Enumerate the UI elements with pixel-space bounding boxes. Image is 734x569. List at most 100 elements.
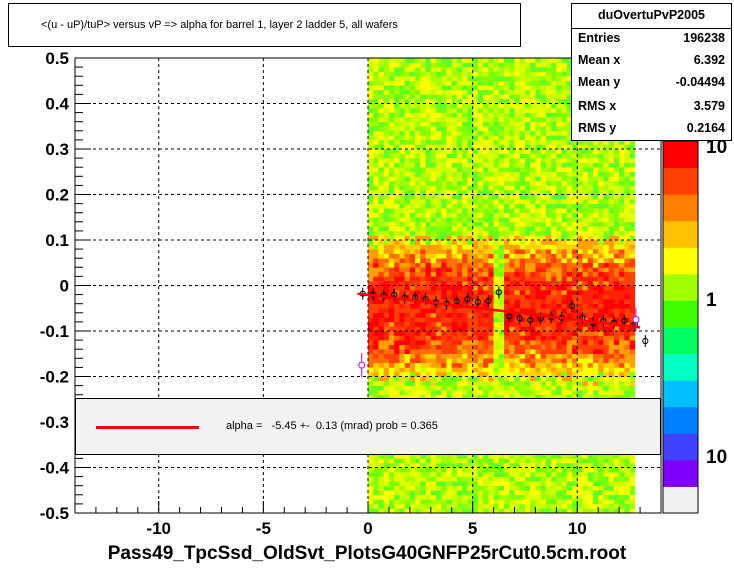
heatmap-cell	[420, 481, 426, 486]
heatmap-cell	[566, 176, 573, 182]
heatmap-cell	[514, 503, 521, 509]
heatmap-cell	[462, 390, 468, 395]
heatmap-cell	[509, 353, 515, 359]
heatmap-cell	[436, 80, 442, 86]
heatmap-cell	[608, 390, 615, 395]
heatmap-cell	[409, 262, 416, 268]
heatmap-cell	[467, 508, 473, 514]
heatmap-cell	[598, 262, 604, 268]
heatmap-cell	[598, 503, 604, 509]
heatmap-cell	[613, 299, 620, 304]
heatmap-cell	[545, 176, 552, 182]
heatmap-cell	[451, 149, 458, 154]
heatmap-cell	[483, 221, 489, 227]
heatmap-cell	[514, 321, 521, 327]
heatmap-cell	[530, 139, 536, 145]
heatmap-cell	[409, 212, 416, 218]
heatmap-cell	[524, 385, 531, 391]
heatmap-cell	[383, 221, 390, 227]
heatmap-cell	[493, 271, 500, 277]
heatmap-cell	[551, 130, 557, 136]
heatmap-cell	[545, 349, 552, 355]
heatmap-cell	[519, 158, 526, 163]
heatmap-cell	[388, 194, 395, 200]
heatmap-cell	[378, 340, 384, 345]
heatmap-cell	[456, 244, 463, 250]
heatmap-cell	[540, 344, 547, 350]
heatmap-cell	[415, 312, 421, 318]
heatmap-cell	[373, 171, 379, 177]
heatmap-cell	[592, 217, 599, 223]
heatmap-cell	[378, 381, 384, 386]
heatmap-cell	[514, 98, 521, 104]
heatmap-cell	[561, 89, 568, 95]
heatmap-cell	[409, 226, 416, 232]
heatmap-cell	[535, 203, 541, 209]
heatmap-cell	[394, 494, 400, 500]
heatmap-cell	[577, 258, 583, 264]
heatmap-cell	[509, 98, 515, 104]
heatmap-cell	[488, 381, 494, 386]
heatmap-cell	[399, 98, 405, 104]
heatmap-cell	[545, 303, 552, 309]
heatmap-cell	[394, 139, 400, 145]
heatmap-cell	[456, 249, 463, 254]
heatmap-cell	[535, 303, 541, 309]
heatmap-cell	[592, 230, 599, 236]
heatmap-cell	[566, 331, 573, 336]
heatmap-cell	[624, 390, 630, 395]
heatmap-cell	[608, 503, 615, 509]
heatmap-cell	[582, 503, 589, 509]
heatmap-cell	[462, 453, 468, 459]
heatmap-cell	[619, 230, 625, 236]
heatmap-cell	[399, 167, 405, 173]
heatmap-cell	[383, 371, 390, 377]
heatmap-cell	[488, 230, 494, 236]
heatmap-cell	[530, 185, 536, 191]
heatmap-cell	[383, 80, 390, 86]
heatmap-cell	[409, 271, 416, 277]
heatmap-cell	[488, 76, 494, 82]
heatmap-cell	[436, 67, 442, 72]
heatmap-cell	[545, 103, 552, 109]
heatmap-cell	[535, 76, 541, 82]
heatmap-cell	[530, 394, 536, 400]
heatmap-cell	[456, 321, 463, 327]
heatmap-cell	[404, 303, 411, 309]
heatmap-cell	[462, 353, 468, 359]
heatmap-cell	[446, 381, 453, 386]
heatmap-cell	[524, 494, 531, 500]
heatmap-cell	[624, 362, 630, 368]
heatmap-cell	[598, 212, 604, 218]
heatmap-cell	[619, 167, 625, 173]
heatmap-cell	[425, 139, 432, 145]
heatmap-cell	[415, 494, 421, 500]
heatmap-cell	[378, 481, 384, 486]
heatmap-cell	[477, 367, 484, 373]
heatmap-cell	[383, 462, 390, 468]
heatmap-cell	[592, 358, 599, 364]
heatmap-cell	[451, 503, 458, 509]
heatmap-cell	[425, 171, 432, 177]
heatmap-cell	[509, 149, 515, 154]
heatmap-cell	[409, 385, 416, 391]
heatmap-cell	[368, 344, 374, 350]
heatmap-cell	[451, 226, 458, 232]
heatmap-cell	[368, 299, 374, 304]
heatmap-cell	[373, 71, 379, 77]
heatmap-cell	[556, 235, 562, 241]
heatmap-cell	[462, 185, 468, 191]
heatmap-cell	[467, 258, 473, 264]
heatmap-cell	[451, 308, 458, 314]
heatmap-cell	[514, 85, 521, 91]
heatmap-cell	[420, 458, 426, 464]
heatmap-cell	[425, 499, 432, 505]
heatmap-cell	[451, 340, 458, 345]
heatmap-cell	[425, 262, 432, 268]
heatmap-cell	[572, 294, 578, 300]
heatmap-cell	[420, 344, 426, 350]
heatmap-cell	[504, 121, 510, 127]
heatmap-cell	[613, 189, 620, 195]
heatmap-cell	[441, 149, 447, 154]
heatmap-cell	[598, 226, 604, 232]
